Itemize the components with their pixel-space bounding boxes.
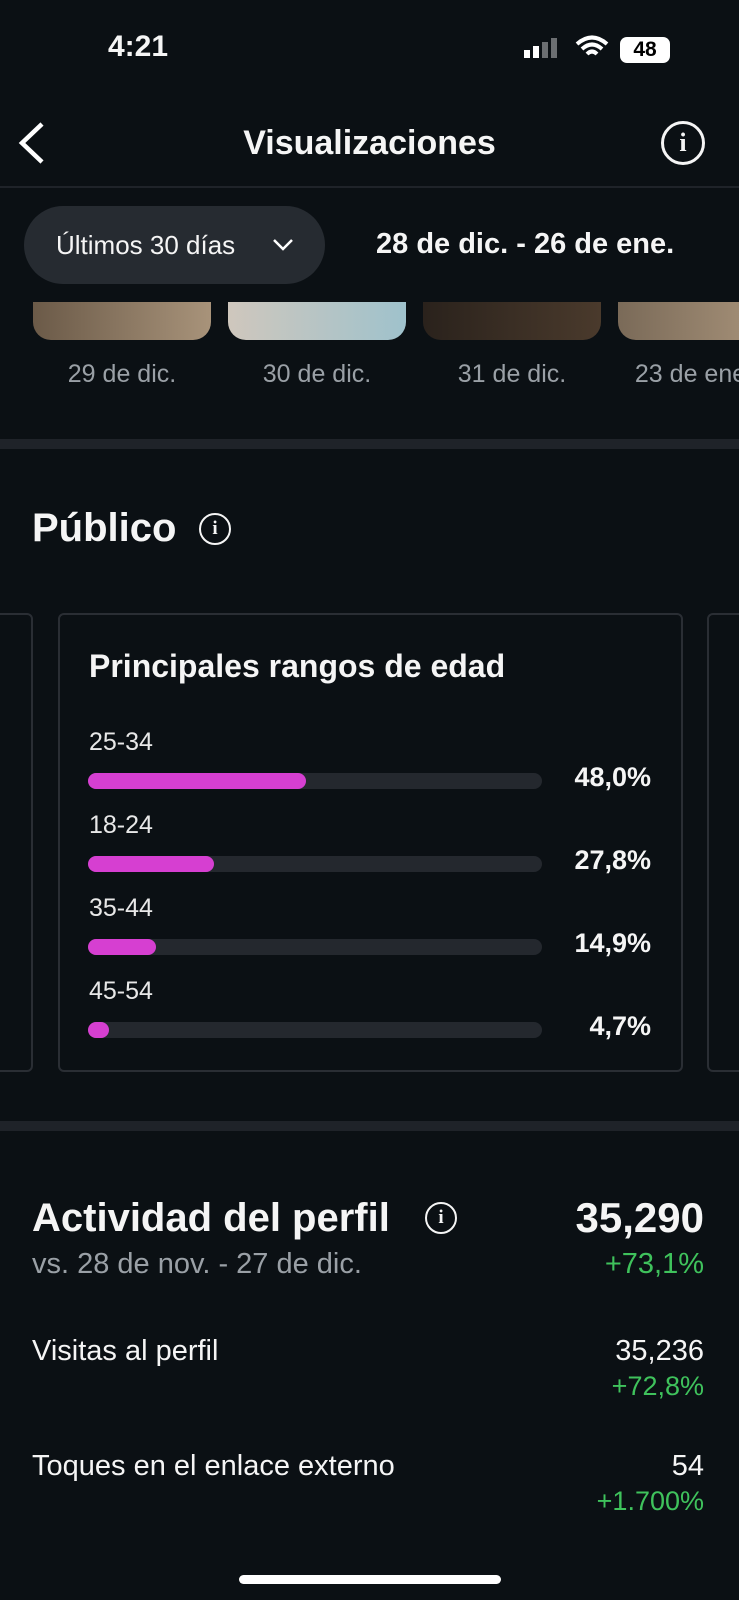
section-divider [0,1121,739,1131]
wifi-icon [575,35,609,56]
row-change: +1.700% [596,1486,704,1516]
age-bar [88,773,306,789]
range-dropdown[interactable] [24,206,325,284]
time: 4:21 [108,30,169,63]
row-change: +72,8% [611,1371,704,1401]
total-change: +73,1% [604,1248,704,1280]
scroll-clip [0,288,739,302]
signal-icon [524,38,557,58]
row-value: 35,236 [615,1335,704,1367]
bar-track [88,1022,542,1038]
age-bar [88,1022,110,1038]
age-value: 27,8% [574,845,651,875]
home-indicator [239,1575,501,1584]
info-button[interactable]: i [425,1202,457,1234]
info-button[interactable]: i [199,513,231,545]
section-divider [0,439,739,449]
total-value: 35,290 [575,1194,704,1241]
header-title: Visualizaciones [243,124,496,162]
chevron-down [273,239,293,251]
info-button[interactable]: i [661,121,705,165]
thumbnail-date: 30 de dic. [262,360,372,388]
age-bar [88,856,215,872]
divider [0,186,739,188]
row-label: Visitas al perfil [32,1335,219,1367]
age-value: 48,0% [574,762,651,792]
comparison: vs. 28 de nov. - 27 de dic. [32,1248,362,1280]
back-button[interactable] [16,120,46,166]
thumbnail-date: 31 de dic. [457,360,567,388]
section-title: Actividad del perfil [32,1196,390,1240]
age-label: 25-34 [89,728,153,756]
section-title: Público [32,506,177,550]
card-title: Principales rangos de edad [89,648,506,684]
age-label: 45-54 [89,977,153,1005]
card-edge [707,613,739,1072]
row-label: Toques en el enlace externo [32,1450,395,1482]
range-label: Últimos 30 días [56,230,236,260]
age-card [58,613,683,1072]
age-value: 14,9% [574,928,651,958]
age-value: 4,7% [589,1011,651,1041]
row-value: 54 [671,1450,704,1482]
age-label: 18-24 [89,811,153,839]
battery: 48 [620,37,670,63]
age-bar [88,939,156,955]
thumbnail-date: 23 de ene. [634,360,739,388]
bar-track [88,939,542,955]
card-edge [0,613,33,1072]
date-range: 28 de dic. - 26 de ene. [376,228,675,260]
thumbnail-date: 29 de dic. [67,360,177,388]
age-label: 35-44 [89,894,153,922]
